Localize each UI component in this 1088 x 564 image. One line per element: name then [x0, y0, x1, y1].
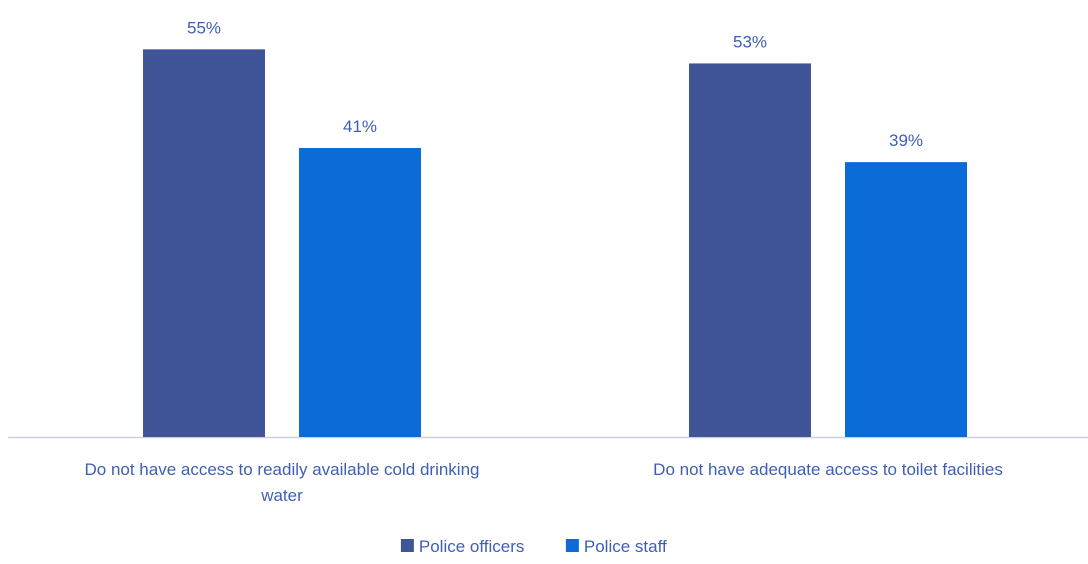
category-label-line: Do not have access to readily available …	[84, 460, 479, 479]
bar-value-label: 53%	[733, 32, 767, 51]
bar-staff-1	[299, 148, 421, 438]
bar-value-label: 55%	[187, 18, 221, 37]
category-label: Do not have adequate access to toilet fa…	[653, 460, 1003, 479]
legend-label-officers: Police officers	[419, 537, 525, 556]
bar-value-label: 41%	[343, 117, 377, 136]
legend-swatch-staff	[565, 539, 579, 552]
bar-staff-2	[845, 162, 967, 437]
category-label: Do not have access to readily available …	[84, 460, 479, 505]
category-label-line: Do not have adequate access to toilet fa…	[653, 460, 1003, 479]
category-label-line: water	[260, 486, 303, 505]
category-labels-group: Do not have access to readily available …	[84, 460, 1002, 505]
data-labels-group: 55% 41% 53% 39%	[187, 18, 923, 150]
bar-value-label: 39%	[889, 131, 923, 150]
legend-swatch-officers	[400, 539, 414, 552]
bar-officers-1	[143, 49, 265, 437]
legend: Police officers Police staff	[400, 537, 667, 556]
bar-officers-2	[689, 63, 811, 437]
legend-label-staff: Police staff	[584, 537, 667, 556]
bars-group	[143, 49, 967, 438]
